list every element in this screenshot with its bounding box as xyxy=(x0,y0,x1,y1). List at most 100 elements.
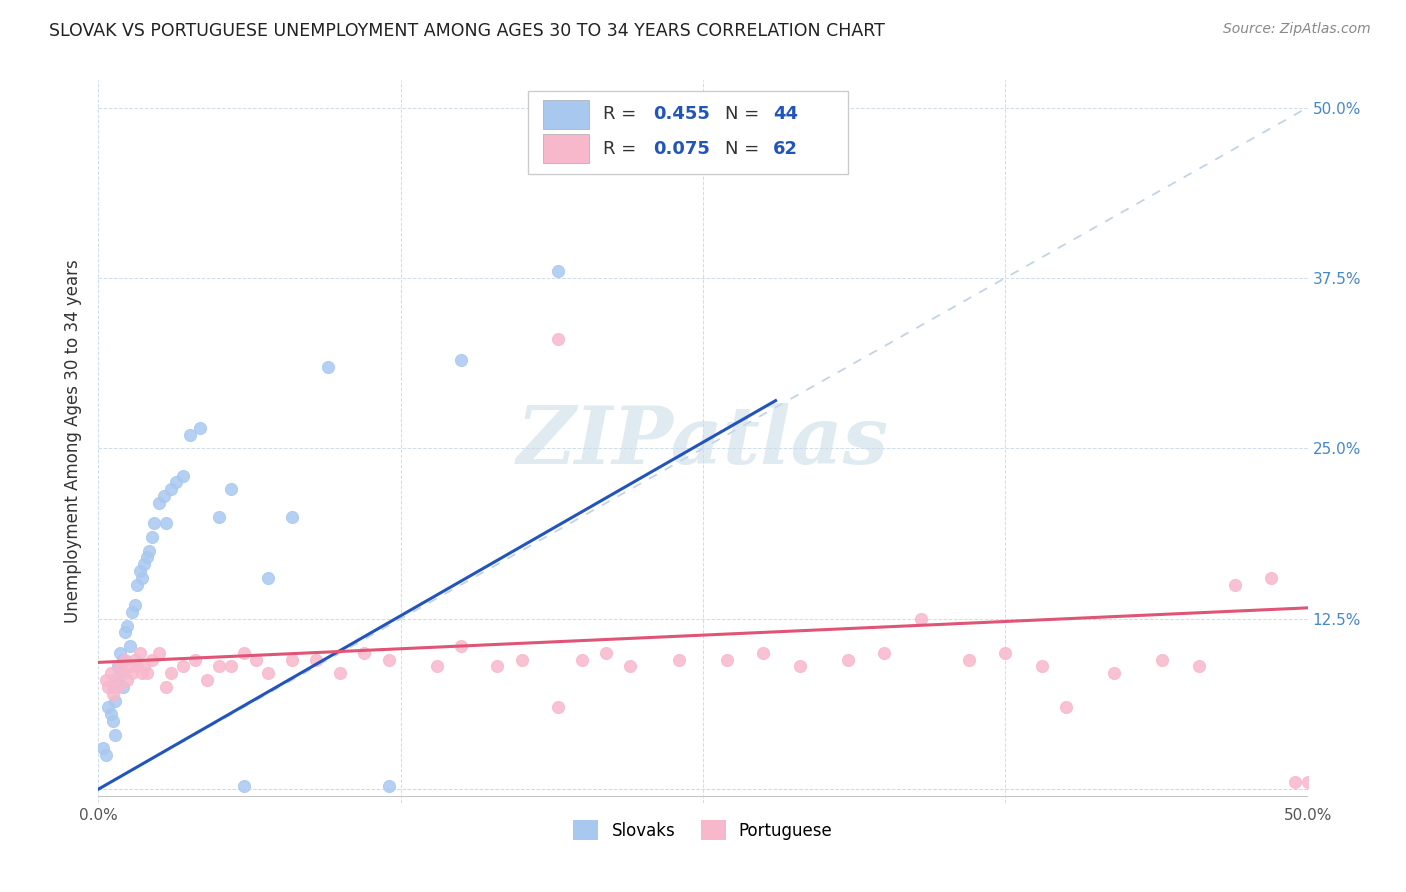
Point xyxy=(221,659,243,673)
Point xyxy=(100,666,122,681)
Point xyxy=(101,680,124,694)
Bar xyxy=(543,100,589,128)
Point xyxy=(1284,775,1306,789)
Point xyxy=(910,612,932,626)
Point xyxy=(245,653,267,667)
Text: 44: 44 xyxy=(773,105,799,123)
Point xyxy=(108,659,131,673)
Point xyxy=(957,653,980,667)
Point xyxy=(1260,571,1282,585)
Point xyxy=(127,659,149,673)
Point xyxy=(165,475,187,490)
Point xyxy=(100,707,122,722)
Point xyxy=(108,646,131,660)
Point xyxy=(172,659,194,673)
Point xyxy=(121,605,143,619)
Point xyxy=(547,332,569,346)
Point xyxy=(155,680,177,694)
Point xyxy=(107,659,129,673)
Point xyxy=(148,646,170,660)
Point xyxy=(124,598,146,612)
Point xyxy=(104,693,127,707)
Point xyxy=(128,564,150,578)
Point xyxy=(135,550,157,565)
Point xyxy=(1223,577,1246,591)
Point xyxy=(1102,666,1125,681)
Point xyxy=(668,653,690,667)
Legend: Slovaks, Portuguese: Slovaks, Portuguese xyxy=(565,812,841,848)
Point xyxy=(117,673,139,687)
Point xyxy=(256,571,278,585)
Point xyxy=(134,659,156,673)
Point xyxy=(111,666,134,681)
Bar xyxy=(527,91,848,174)
Point xyxy=(118,659,141,673)
Point xyxy=(141,530,163,544)
Point xyxy=(124,653,146,667)
Point xyxy=(101,714,124,728)
Point xyxy=(1188,659,1211,673)
Point xyxy=(353,646,375,660)
Point xyxy=(547,264,569,278)
Point xyxy=(184,653,207,667)
Point xyxy=(172,468,194,483)
Point xyxy=(114,625,136,640)
Point xyxy=(232,780,254,794)
Text: Source: ZipAtlas.com: Source: ZipAtlas.com xyxy=(1223,22,1371,37)
Text: 0.075: 0.075 xyxy=(654,140,710,158)
Text: N =: N = xyxy=(724,105,765,123)
Point xyxy=(97,680,120,694)
Point xyxy=(486,659,509,673)
Point xyxy=(117,618,139,632)
Point xyxy=(101,687,124,701)
Point xyxy=(377,780,399,794)
Point xyxy=(107,673,129,687)
Point xyxy=(97,700,120,714)
Point xyxy=(232,646,254,660)
Point xyxy=(134,558,156,572)
Point xyxy=(547,700,569,714)
Point xyxy=(160,666,183,681)
Point xyxy=(108,666,131,681)
Point xyxy=(510,653,533,667)
Point xyxy=(131,571,153,585)
Point xyxy=(752,646,775,660)
Point xyxy=(118,639,141,653)
Point xyxy=(256,666,278,681)
Point xyxy=(837,653,859,667)
Text: R =: R = xyxy=(603,140,641,158)
Text: ZIPatlas: ZIPatlas xyxy=(517,403,889,480)
Point xyxy=(127,577,149,591)
Point xyxy=(121,666,143,681)
Point xyxy=(111,680,134,694)
Text: 0.455: 0.455 xyxy=(654,105,710,123)
Point xyxy=(128,646,150,660)
Y-axis label: Unemployment Among Ages 30 to 34 years: Unemployment Among Ages 30 to 34 years xyxy=(63,260,82,624)
Point xyxy=(316,359,339,374)
Point xyxy=(377,653,399,667)
Point xyxy=(114,653,136,667)
Point xyxy=(789,659,811,673)
Point xyxy=(281,509,304,524)
Point xyxy=(221,482,243,496)
Point xyxy=(104,673,127,687)
Point xyxy=(595,646,617,660)
Point xyxy=(994,646,1017,660)
Point xyxy=(195,673,218,687)
Point xyxy=(873,646,896,660)
Point xyxy=(716,653,738,667)
Point xyxy=(94,673,117,687)
Point xyxy=(208,659,231,673)
Point xyxy=(1031,659,1053,673)
Bar xyxy=(543,135,589,163)
Point xyxy=(450,639,472,653)
Point xyxy=(104,728,127,742)
Point xyxy=(160,482,183,496)
Point xyxy=(143,516,166,531)
Text: N =: N = xyxy=(724,140,765,158)
Point xyxy=(148,496,170,510)
Point xyxy=(111,653,134,667)
Point xyxy=(107,680,129,694)
Point xyxy=(1054,700,1077,714)
Point xyxy=(281,653,304,667)
